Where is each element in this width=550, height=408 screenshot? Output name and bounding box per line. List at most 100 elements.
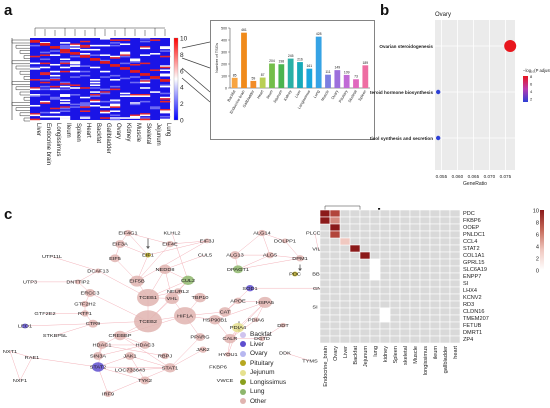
- dendrogram-branch: [23, 96, 30, 101]
- heatmap-cell: [339, 321, 351, 330]
- panel-a-label: a: [4, 2, 13, 19]
- bar: [287, 58, 294, 88]
- tissue-label: Ileum: [65, 123, 71, 138]
- network-node: [124, 229, 132, 237]
- heatmap-cell: [449, 314, 461, 323]
- network-node-label: RAE1: [25, 356, 40, 361]
- heatmap-cell: [30, 68, 41, 70]
- network-node: [225, 352, 231, 357]
- bar-y-tick-label: 500: [221, 27, 227, 31]
- heatmap-cell: [429, 307, 441, 316]
- heatmap-cell: [349, 258, 361, 267]
- heatmap-cell: [449, 286, 461, 295]
- legend-swatch: [240, 398, 246, 405]
- heatmap-colorbar: 10 8 6 4 2 0: [173, 36, 188, 125]
- pathway-label: Ovarian steroidogenesis: [379, 44, 433, 49]
- colorbar-tick: 4: [180, 85, 184, 92]
- heatmap-cell: [40, 66, 51, 69]
- heatmap-cell: [419, 258, 431, 267]
- dendrogram-branch: [19, 112, 30, 117]
- heatmap-cell: [160, 79, 170, 82]
- heatmap-cell: [399, 286, 411, 295]
- pathway-point: [504, 40, 517, 52]
- network-node-label: STAT1: [162, 366, 179, 371]
- heatmap-cell: [399, 307, 411, 316]
- tissue-label: Ovary: [115, 123, 121, 139]
- heatmap-cell: [449, 272, 461, 281]
- heatmap-cell: [110, 104, 121, 107]
- legend-label: Backfat: [250, 331, 272, 339]
- column-label: Liver: [343, 346, 349, 358]
- heatmap-cell: [150, 107, 161, 110]
- heatmap-cell: [359, 223, 371, 232]
- heatmap-cell: [150, 39, 161, 41]
- bar-category-label: Liver: [294, 89, 302, 99]
- heatmap-grid: [30, 38, 171, 121]
- legend-tick: 2: [530, 97, 533, 102]
- network-node: [182, 275, 194, 286]
- heatmap-cell: [349, 209, 361, 218]
- bar: [325, 74, 331, 88]
- dendrogram-branch: [19, 91, 30, 96]
- bar: [306, 68, 313, 88]
- heatmap-cell: [399, 272, 411, 281]
- legend-item: Longissimus: [240, 378, 286, 388]
- network-node: [104, 390, 112, 397]
- heatmap-cell: [320, 328, 331, 337]
- legend-item: Liver: [240, 340, 286, 350]
- network-edge: [107, 367, 171, 394]
- heatmap-cell: [369, 286, 381, 295]
- dendrogram-branch: [23, 117, 30, 122]
- heatmap-cell: [359, 230, 371, 239]
- heatmap-cell: [339, 265, 351, 274]
- heatmap-cell: [369, 293, 381, 302]
- heatmap-cell-highlight: [320, 209, 331, 218]
- heatmap-cell-highlight: [369, 258, 381, 267]
- heatmap-cell: [339, 314, 351, 323]
- pathway-point: [436, 135, 441, 141]
- heatmap-cell: [439, 258, 451, 267]
- heatmap-cell: [80, 40, 91, 43]
- heatmap-cell: [349, 321, 361, 330]
- heatmap-cell: [429, 314, 441, 323]
- network-node-label: VWCE: [217, 378, 234, 383]
- column-label: longissimus: [423, 346, 429, 375]
- network-node-label: UTP11L: [42, 255, 62, 260]
- network-node: [75, 279, 81, 285]
- heatmap-cell: [40, 54, 51, 56]
- heatmap-cell: [409, 251, 421, 260]
- heatmap-cell: [160, 65, 171, 67]
- heatmap-cell: [399, 300, 411, 309]
- network-node: [194, 292, 206, 303]
- heatmap-cell: [80, 106, 91, 108]
- heatmap-cell: [50, 54, 61, 56]
- legend-swatch: [240, 388, 246, 395]
- dendrogram-branch: [23, 55, 30, 59]
- heatmap-cell: [399, 258, 411, 267]
- network-node: [81, 300, 89, 308]
- heatmap-cell: [60, 110, 71, 112]
- tissue-labels: Liver Endocrine brain Longissimus Ileum Sple…: [35, 123, 171, 165]
- heatmap-cell: [160, 111, 171, 114]
- network-node-label: GTF2E2: [34, 311, 55, 316]
- heatmap-cell-highlight: [369, 265, 381, 274]
- heatmap-cell: [379, 335, 391, 344]
- heatmap-cell: [130, 59, 141, 62]
- heatmap-cell: [150, 91, 161, 93]
- heatmap-cell: [130, 117, 141, 119]
- network-node: [253, 317, 259, 323]
- heatmap-cell: [60, 83, 71, 85]
- network-node-label: ALG14: [253, 231, 271, 236]
- heatmap-cell: [70, 76, 81, 78]
- bar-y-tick-label: 0: [225, 87, 227, 91]
- heatmap-cell: [40, 72, 51, 74]
- heatmap-cell: [409, 230, 421, 239]
- dendrogram-branch: [23, 76, 30, 80]
- heatmap-cell: [369, 335, 381, 344]
- heatmap-cell: [110, 85, 121, 88]
- bar-category-label: Backfat: [227, 89, 237, 103]
- heatmap-cell: [320, 251, 331, 260]
- row-label: TMEM207: [463, 316, 489, 322]
- heatmap-cell: [389, 300, 401, 309]
- heatmap-cell: [419, 293, 431, 302]
